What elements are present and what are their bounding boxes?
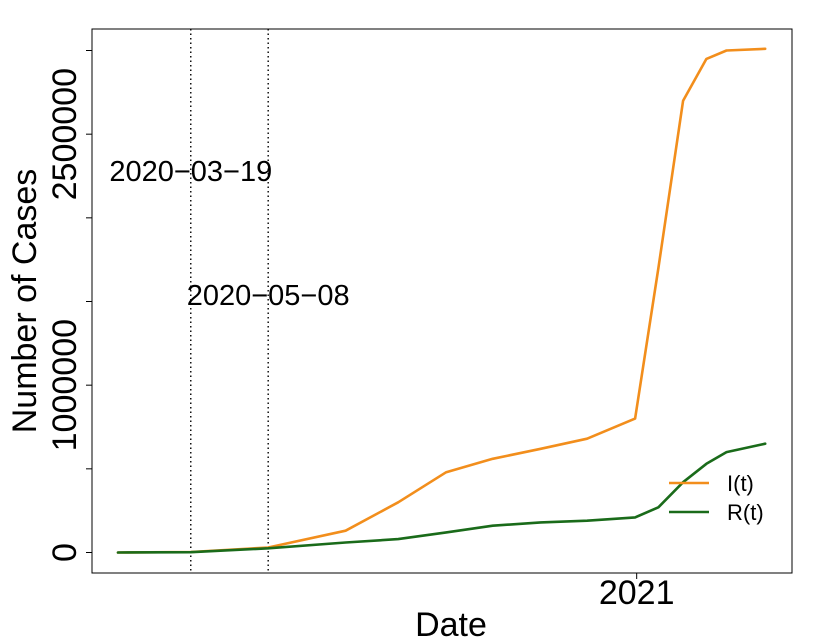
y-axis: 0 1000000 2500000 [46,50,92,562]
legend-label: I(t) [727,471,754,496]
reference-lines: 2020−03−19 2020−05−08 [109,29,350,573]
reference-line-label: 2020−05−08 [187,280,350,312]
legend: I(t) R(t) [669,471,764,525]
series-lines [116,47,767,554]
y-axis-title: Number of Cases [6,169,44,434]
plot-frame [91,28,793,574]
y-tick-label: 1000000 [46,319,84,451]
series-line [116,442,767,554]
reference-line-label: 2020−03−19 [109,156,272,188]
y-tick-label: 2500000 [46,68,84,200]
x-axis: 2021 [599,573,675,612]
y-tick-label: 0 [46,543,84,562]
x-axis-title: Date [415,606,487,642]
x-tick-label: 2021 [599,574,675,612]
series-line [116,47,767,554]
legend-label: R(t) [727,500,764,525]
